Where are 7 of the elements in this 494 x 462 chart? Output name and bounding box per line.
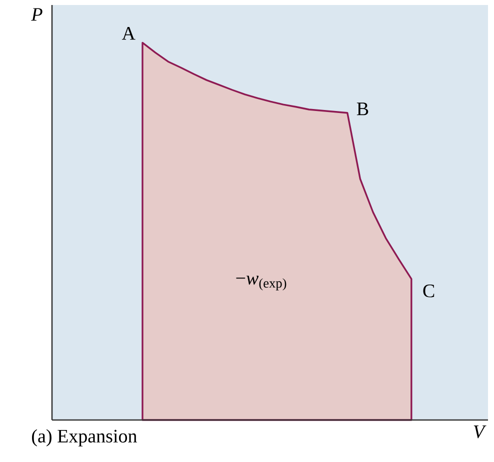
x-axis-title: V	[474, 426, 486, 438]
text: P	[31, 8, 42, 21]
text: C	[423, 284, 434, 298]
annotation: B	[356, 102, 368, 116]
text: A	[122, 27, 136, 40]
annotation: −w$_{(exp)}$	[236, 276, 286, 290]
text: (a) Expansion	[32, 429, 137, 446]
